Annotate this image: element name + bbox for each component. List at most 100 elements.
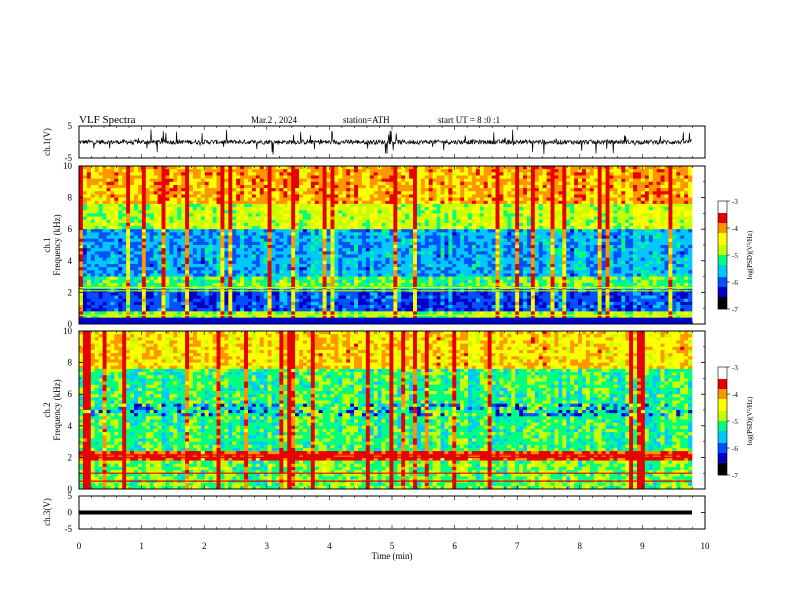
spectrogram-cell (409, 263, 414, 268)
spectrogram-cell (381, 235, 386, 239)
spectrogram-cell (617, 207, 622, 211)
spectrogram-cell (680, 169, 685, 173)
spectrogram-cell (676, 257, 681, 262)
spectrogram-cell (216, 219, 221, 224)
spectrogram-cell (200, 194, 206, 198)
spectrogram-cell (302, 197, 308, 202)
spectrogram-cell (279, 200, 284, 205)
spectrogram-cell (177, 260, 182, 265)
spectrogram-cell (629, 229, 634, 233)
spectrogram-cell (499, 232, 504, 236)
spectrogram-cell (354, 229, 359, 233)
spectrogram-cell (153, 251, 158, 255)
spectrogram-cell (271, 191, 276, 195)
spectrogram-cell (326, 257, 331, 262)
spectrogram-cell (275, 241, 280, 246)
spectrogram-cell (322, 166, 327, 170)
spectrogram-cell (310, 222, 316, 227)
spectrogram-cell (393, 235, 398, 239)
spectrogram-cell (94, 260, 99, 265)
spectrogram-cell (519, 241, 524, 246)
spectrogram-cell (381, 257, 386, 262)
spectrogram-cell (542, 207, 547, 211)
spectrogram-cell (318, 197, 323, 202)
spectrogram-cell (165, 172, 170, 176)
spectrogram-cell (609, 197, 614, 202)
spectrogram-cell (365, 194, 371, 198)
spectrogram-cell (656, 245, 661, 249)
spectrogram-cell (511, 238, 516, 243)
spectrogram-cell (668, 184, 673, 189)
spectrogram-cell (283, 241, 288, 246)
spectrogram-cell (644, 197, 650, 202)
spectrogram-cell (134, 251, 139, 255)
spectrogram-cell (137, 184, 143, 189)
spectrogram-cell (554, 197, 559, 202)
spectrogram-cell (523, 207, 528, 211)
spectrogram-cell (452, 238, 457, 243)
spectrogram-cell (240, 226, 245, 230)
spectrogram-cell (550, 203, 555, 208)
spectrogram-cell (393, 210, 398, 214)
spectrogram-cell (134, 222, 139, 227)
spectrogram-cell (165, 222, 170, 227)
spectrogram-cell (263, 241, 268, 246)
spectrogram-cell (263, 169, 268, 173)
spectrogram-cell (625, 203, 630, 208)
spectrogram-cell (613, 257, 618, 262)
spectrogram-cell (648, 245, 654, 249)
spectrogram-cell (126, 260, 131, 265)
spectrogram-cell (688, 248, 693, 252)
spectrogram-cell (295, 263, 300, 268)
spectrogram-cell (475, 210, 481, 214)
spectrogram-cell (306, 213, 312, 217)
spectrogram-cell (82, 216, 88, 221)
spectrogram-cell (283, 213, 288, 217)
spectrogram-cell (224, 219, 229, 224)
spectrogram-cell (652, 248, 657, 252)
spectrogram-cell (688, 210, 693, 214)
spectrogram-cell (416, 194, 422, 198)
spectrogram-cell (102, 194, 107, 198)
spectrogram-cell (428, 245, 433, 249)
spectrogram-cell (279, 213, 284, 217)
spectrogram-cell (287, 172, 292, 176)
spectrogram-cell (330, 181, 335, 186)
spectrogram-cell (436, 194, 441, 198)
spectrogram-cell (574, 235, 579, 239)
spectrogram-cell (397, 251, 402, 255)
spectrogram-cell (432, 263, 437, 268)
spectrogram-cell (460, 169, 465, 173)
spectrogram-cell (161, 222, 166, 227)
spectrogram-cell (145, 245, 151, 249)
spectrogram-cell (530, 241, 536, 246)
spectrogram-cell (98, 184, 103, 189)
spectrogram-cell (566, 226, 571, 230)
spectrogram-cell (240, 166, 245, 170)
spectrogram-cell (629, 210, 634, 214)
spectrogram-cell (464, 184, 469, 189)
spectrogram-cell (636, 260, 642, 265)
spectrogram-cell (562, 184, 567, 189)
spectrogram-cell (110, 197, 115, 202)
spectrogram-cell (558, 257, 563, 262)
spectrogram-cell (597, 222, 602, 227)
spectrogram-cell (102, 216, 107, 221)
spectrogram-cell (287, 181, 292, 186)
spectrogram-cell (381, 232, 386, 236)
spectrogram-cell (393, 222, 398, 227)
spectrogram-cell (605, 216, 610, 221)
spectrogram-cell (189, 188, 194, 192)
spectrogram-cell (118, 203, 123, 208)
spectrogram-cell (173, 188, 178, 192)
spectrogram-cell (475, 248, 481, 252)
spectrogram-cell (452, 219, 457, 224)
spectrogram-cell (169, 219, 174, 224)
spectrogram-cell (640, 175, 646, 179)
spectrogram-cell (495, 216, 500, 221)
spectrogram-cell (357, 169, 363, 173)
spectrogram-cell (585, 184, 591, 189)
spectrogram-cell (554, 251, 559, 255)
spectrogram-cell (629, 175, 634, 179)
spectrogram-cell (479, 238, 485, 243)
